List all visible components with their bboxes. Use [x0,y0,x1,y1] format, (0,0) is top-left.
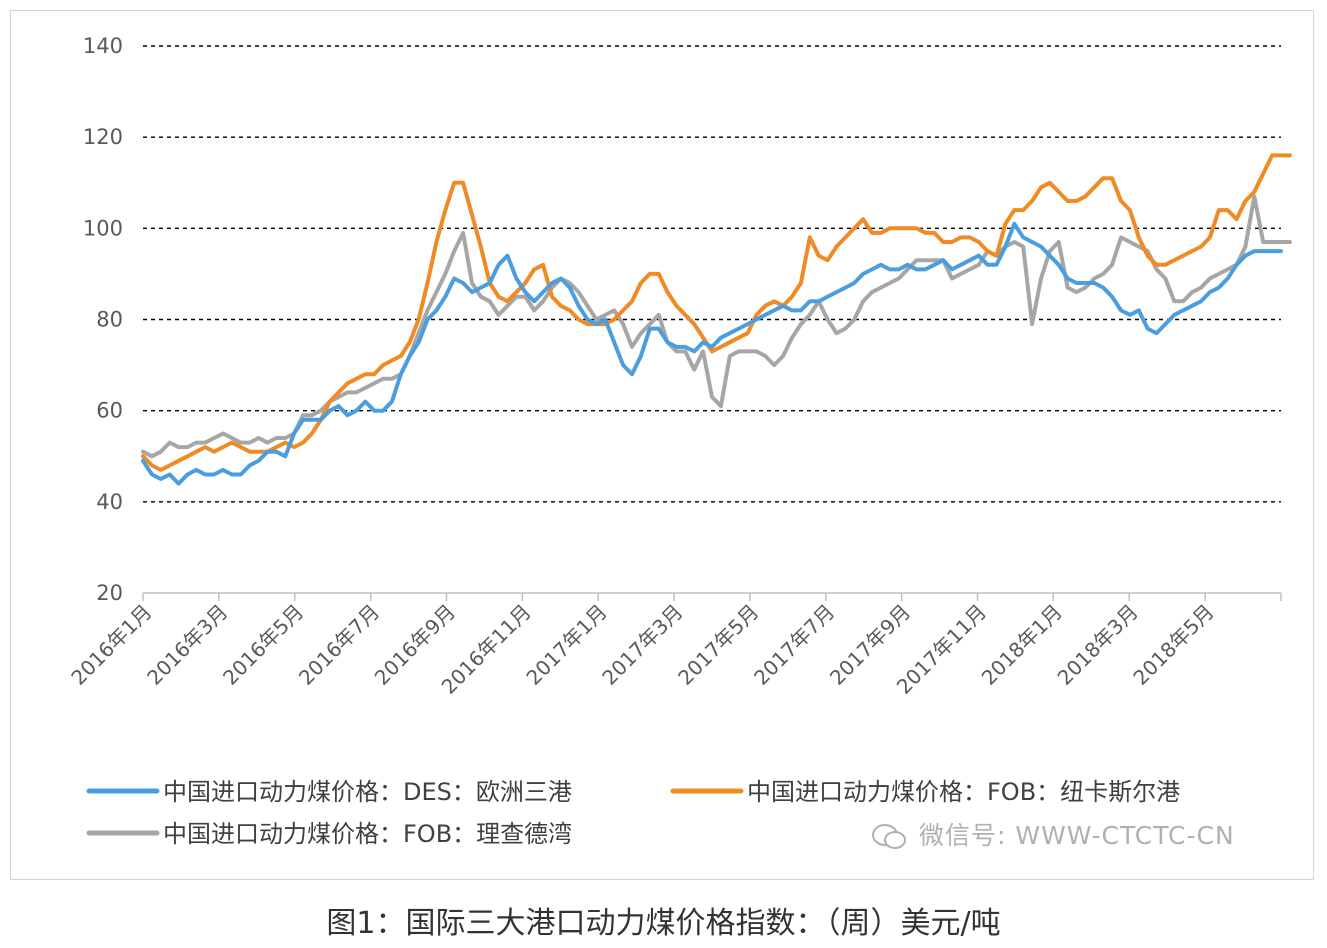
top-strip [0,0,1327,8]
chart-frame: 20 40 60 80 100 120 140 2016年1月 2016年3月 2016年5月 2… [10,10,1314,880]
x-tick-label: 2016年3月 [142,600,232,690]
y-tick-label: 40 [96,490,123,514]
x-tick-label: 2016年5月 [218,600,308,690]
series-line-fob_richards_bay [141,194,1292,459]
x-tick-label: 2018年1月 [977,600,1067,690]
x-tick-label: 2017年3月 [597,600,687,690]
legend-label: 中国进口动力煤价格：FOB：纽卡斯尔港 [747,778,1180,806]
y-tick-labels: 20 40 60 80 100 120 140 [83,34,123,605]
x-tick-labels: 2016年1月2016年3月2016年5月2016年7月2016年9月2016年… [66,600,1218,699]
legend-label: 中国进口动力煤价格：FOB：理查德湾 [163,820,572,848]
figure-caption: 图1：国际三大港口动力煤价格指数：（周）美元/吨 [326,906,1001,941]
y-tick-label: 20 [96,581,123,605]
legend-label: 中国进口动力煤价格：DES：欧洲三港 [163,778,572,806]
gridlines [143,45,1281,503]
x-tick-label: 2017年7月 [749,600,839,690]
y-tick-label: 80 [96,308,123,332]
series-line-fob_newcastle [141,153,1292,472]
legend: 中国进口动力煤价格：DES：欧洲三港 中国进口动力煤价格：FOB：纽卡斯尔港中国进… [86,778,1180,848]
y-tick-label: 100 [83,216,123,240]
x-tick-label: 2016年7月 [294,600,384,690]
x-tick-label: 2018年5月 [1128,600,1218,690]
series-line-des_europe [141,221,1283,486]
x-tick-label: 2016年1月 [66,600,156,690]
x-tick-label: 2017年5月 [673,600,763,690]
y-tick-label: 120 [83,125,123,149]
y-tick-label: 140 [83,34,123,58]
wechat-icon [871,823,907,851]
series-lines [141,153,1292,486]
watermark-text: 微信号: WWW-CTCTC-CN [919,821,1235,850]
x-tick-label: 2018年3月 [1053,600,1143,690]
y-tick-label: 60 [96,399,123,423]
x-tick-label: 2017年1月 [521,600,611,690]
watermark: 微信号: WWW-CTCTC-CN [871,816,1235,852]
x-axis [142,592,1282,601]
